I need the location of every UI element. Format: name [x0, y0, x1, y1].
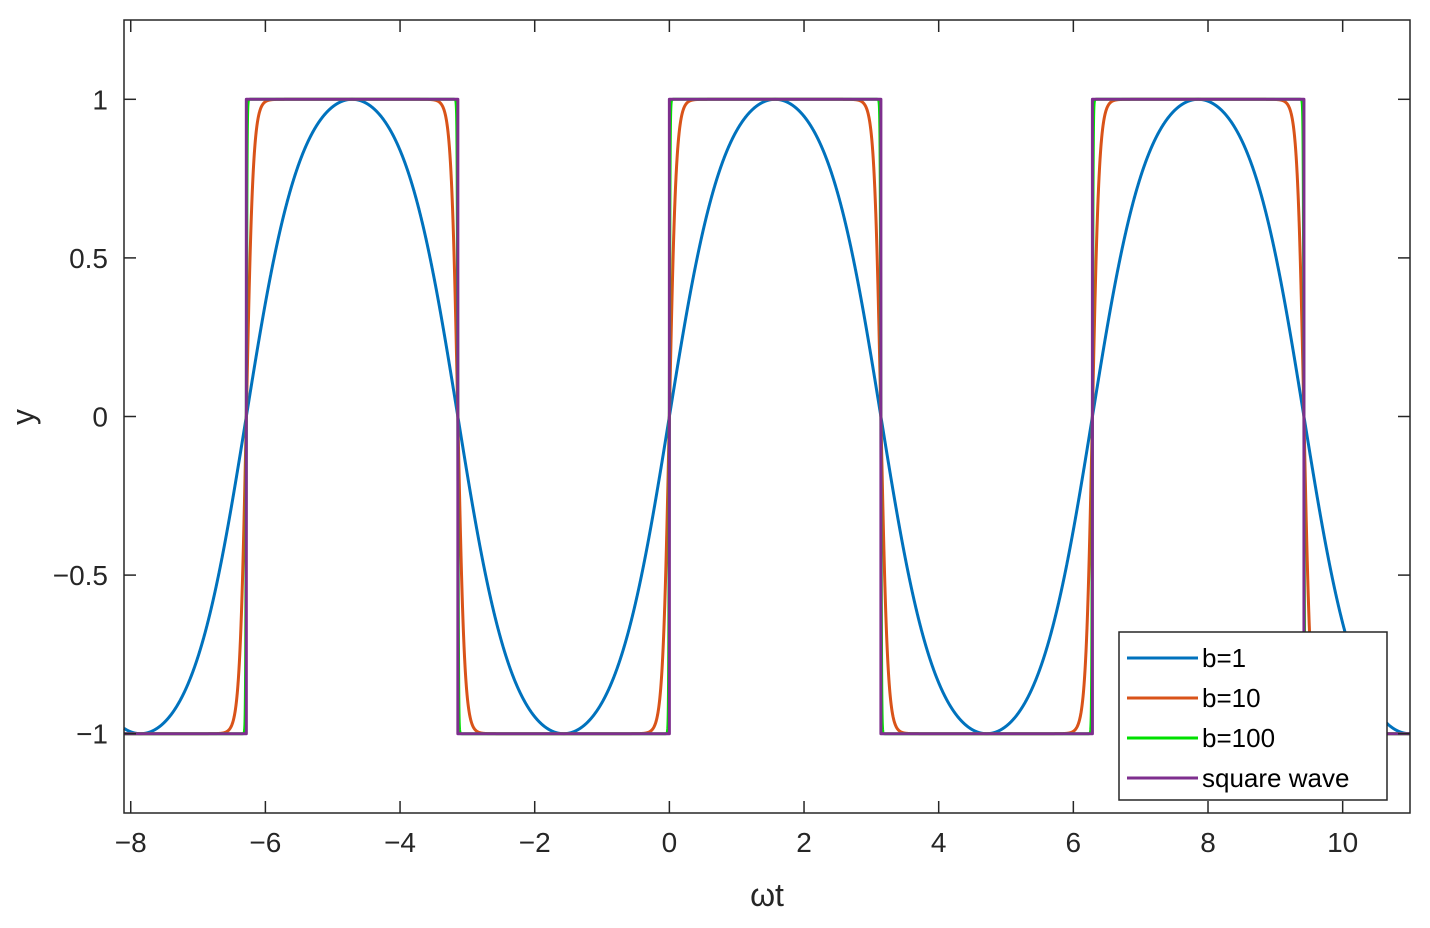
legend-label-3: b=100	[1202, 723, 1275, 753]
x-tick-label: 4	[931, 827, 947, 858]
x-tick-label: −2	[519, 827, 551, 858]
x-tick-label: −8	[115, 827, 147, 858]
y-tick-label: 1	[92, 84, 108, 115]
legend: b=1 b=10 b=100 square wave	[1118, 631, 1388, 801]
y-tick-label: 0	[92, 402, 108, 433]
tick-layer: −8 −6 −4 −2 0 2 4 6 8 10 −1 −0.5 0 0.5 1	[53, 20, 1410, 858]
legend-label-2: b=10	[1202, 683, 1261, 713]
x-tick-label: 10	[1327, 827, 1358, 858]
legend-box	[1118, 631, 1388, 801]
y-tick-label: −1	[76, 719, 108, 750]
x-tick-label: 0	[662, 827, 678, 858]
legend-label-1: b=1	[1202, 643, 1246, 673]
x-axis-title: ωt	[750, 877, 784, 913]
x-tick-label: −6	[249, 827, 281, 858]
x-tick-label: 6	[1066, 827, 1082, 858]
x-tick-label: 8	[1200, 827, 1216, 858]
series-layer	[122, 97, 1412, 736]
y-axis-title: y	[5, 409, 41, 425]
y-tick-label: −0.5	[53, 560, 108, 591]
x-tick-label: 2	[796, 827, 812, 858]
y-tick-label: 0.5	[69, 243, 108, 274]
legend-label-4: square wave	[1202, 763, 1349, 793]
series-line-4	[124, 97, 1410, 736]
x-tick-label: −4	[384, 827, 416, 858]
